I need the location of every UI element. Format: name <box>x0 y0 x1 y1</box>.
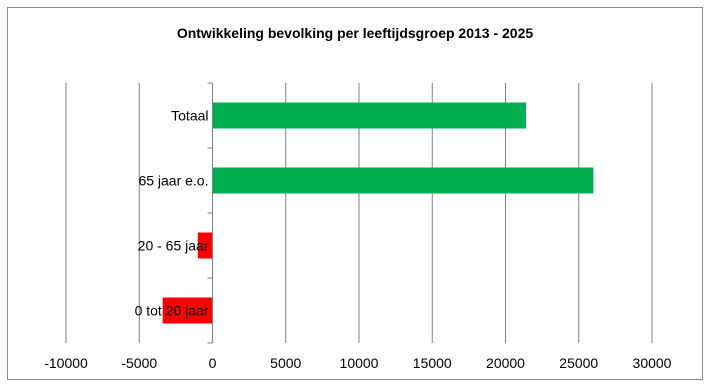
x-tick-label: 25000 <box>559 355 598 371</box>
bar <box>212 167 594 194</box>
category-label: 20 - 65 jaar <box>138 238 209 254</box>
category-label: 65 jaar e.o. <box>138 173 208 189</box>
bar <box>212 102 527 129</box>
chart-title: Ontwikkeling bevolking per leeftijdsgroe… <box>176 25 534 41</box>
x-tick-label: 15000 <box>413 355 452 371</box>
x-tick-label: 0 <box>209 355 217 371</box>
bars <box>162 102 594 324</box>
category-label: Totaal <box>171 108 208 124</box>
x-tick-label: 10000 <box>340 355 379 371</box>
labels: -10000 -5000 0 5000 10000 15000 20000 25000 3000… <box>44 108 671 372</box>
category-label: 0 tot 20 jaar <box>135 303 209 319</box>
axes <box>207 82 213 344</box>
x-tick-label: -10000 <box>44 355 88 371</box>
x-tick-label: -5000 <box>121 355 157 371</box>
x-tick-label: 30000 <box>633 355 672 371</box>
bar <box>197 232 213 259</box>
x-tick-label: 5000 <box>270 355 301 371</box>
bar <box>162 297 213 324</box>
x-tick-label: 20000 <box>486 355 525 371</box>
